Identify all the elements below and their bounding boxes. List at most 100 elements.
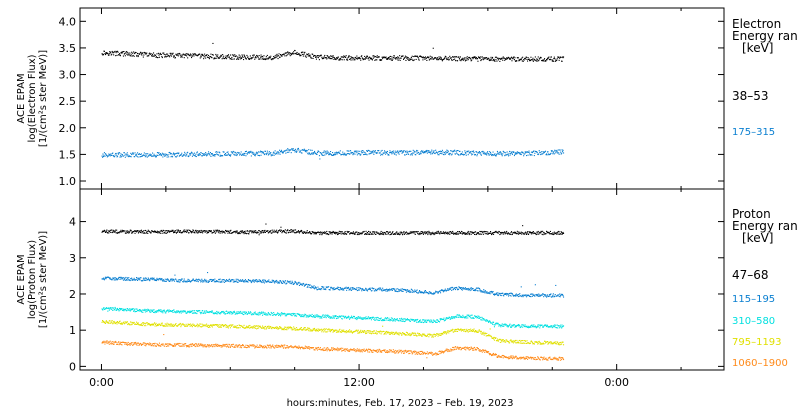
- data-point: [519, 153, 521, 155]
- data-point: [301, 230, 303, 232]
- data-point: [469, 288, 471, 290]
- data-point: [320, 316, 322, 318]
- data-point: [404, 57, 406, 59]
- data-point: [178, 155, 180, 157]
- data-point: [480, 154, 482, 156]
- data-point: [332, 56, 334, 58]
- data-point: [422, 56, 424, 58]
- data-point: [199, 154, 201, 156]
- data-point: [516, 230, 518, 232]
- data-point: [309, 284, 311, 286]
- data-point: [501, 155, 503, 157]
- data-point: [119, 152, 121, 154]
- data-point: [490, 152, 492, 154]
- data-point: [530, 56, 532, 58]
- data-point: [301, 316, 303, 318]
- data-point: [414, 289, 416, 291]
- data-point: [307, 152, 309, 154]
- data-point: [268, 56, 270, 58]
- data-point: [363, 154, 365, 156]
- data-point: [112, 229, 114, 231]
- data-point: [480, 60, 482, 62]
- data-point: [159, 310, 161, 312]
- data-point: [546, 153, 548, 155]
- data-point: [228, 56, 230, 58]
- data-point: [284, 315, 286, 317]
- data-point: [432, 321, 434, 323]
- data-point: [191, 152, 193, 154]
- data-point: [262, 151, 264, 153]
- data-point: [355, 317, 357, 319]
- data-point: [195, 230, 197, 232]
- data-point: [433, 152, 435, 154]
- data-point: [289, 55, 291, 57]
- data-point: [129, 280, 131, 282]
- data-point: [108, 309, 110, 311]
- data-point: [329, 58, 331, 60]
- data-point: [211, 280, 213, 282]
- data-point: [391, 153, 393, 155]
- data-point: [365, 288, 367, 290]
- data-point: [419, 290, 421, 292]
- data-point: [104, 53, 106, 55]
- data-point: [170, 156, 172, 158]
- data-point: [502, 231, 504, 233]
- data-point: [296, 283, 298, 285]
- data-point: [136, 153, 138, 155]
- data-point: [147, 232, 149, 234]
- data-point: [505, 293, 507, 295]
- data-point: [457, 231, 459, 233]
- data-point: [421, 150, 423, 152]
- data-point: [308, 53, 310, 55]
- data-point: [502, 59, 504, 61]
- data-point: [139, 324, 141, 326]
- data-point: [490, 59, 492, 61]
- data-point: [557, 56, 559, 58]
- data-point: [381, 56, 383, 58]
- data-point: [374, 319, 376, 321]
- data-point: [447, 58, 449, 60]
- data-point: [531, 295, 533, 297]
- data-point: [124, 230, 126, 232]
- data-point: [373, 56, 375, 58]
- data-point: [224, 57, 226, 59]
- data-point: [263, 153, 265, 155]
- data-point: [561, 232, 563, 234]
- data-point: [292, 53, 294, 55]
- data-point: [484, 153, 486, 155]
- data-point: [450, 231, 452, 233]
- data-point: [208, 151, 210, 153]
- data-point: [451, 153, 453, 155]
- data-point: [183, 230, 185, 232]
- data-point: [462, 153, 464, 155]
- data-point: [120, 153, 122, 155]
- data-point: [350, 287, 352, 289]
- data-point: [267, 281, 269, 283]
- data-point: [148, 278, 150, 280]
- data-point: [186, 231, 188, 233]
- data-point: [473, 150, 475, 152]
- data-point: [176, 229, 178, 231]
- data-point: [166, 232, 168, 234]
- data-point: [147, 322, 149, 324]
- data-point: [143, 279, 145, 281]
- data-point: [268, 279, 270, 281]
- data-point: [553, 151, 555, 153]
- data-point: [328, 316, 330, 318]
- data-point: [187, 151, 189, 153]
- data-point: [135, 279, 137, 281]
- data-point: [494, 60, 496, 62]
- data-point: [265, 281, 267, 283]
- data-point: [402, 55, 404, 57]
- data-point: [498, 325, 500, 327]
- data-point: [302, 315, 304, 317]
- data-point: [488, 321, 490, 323]
- data-point: [458, 314, 460, 316]
- data-point: [280, 230, 282, 232]
- data-point: [529, 325, 531, 327]
- data-point: [417, 231, 419, 233]
- data-point: [442, 231, 444, 233]
- data-point: [361, 318, 363, 320]
- data-point: [553, 324, 555, 326]
- data-point: [283, 313, 285, 315]
